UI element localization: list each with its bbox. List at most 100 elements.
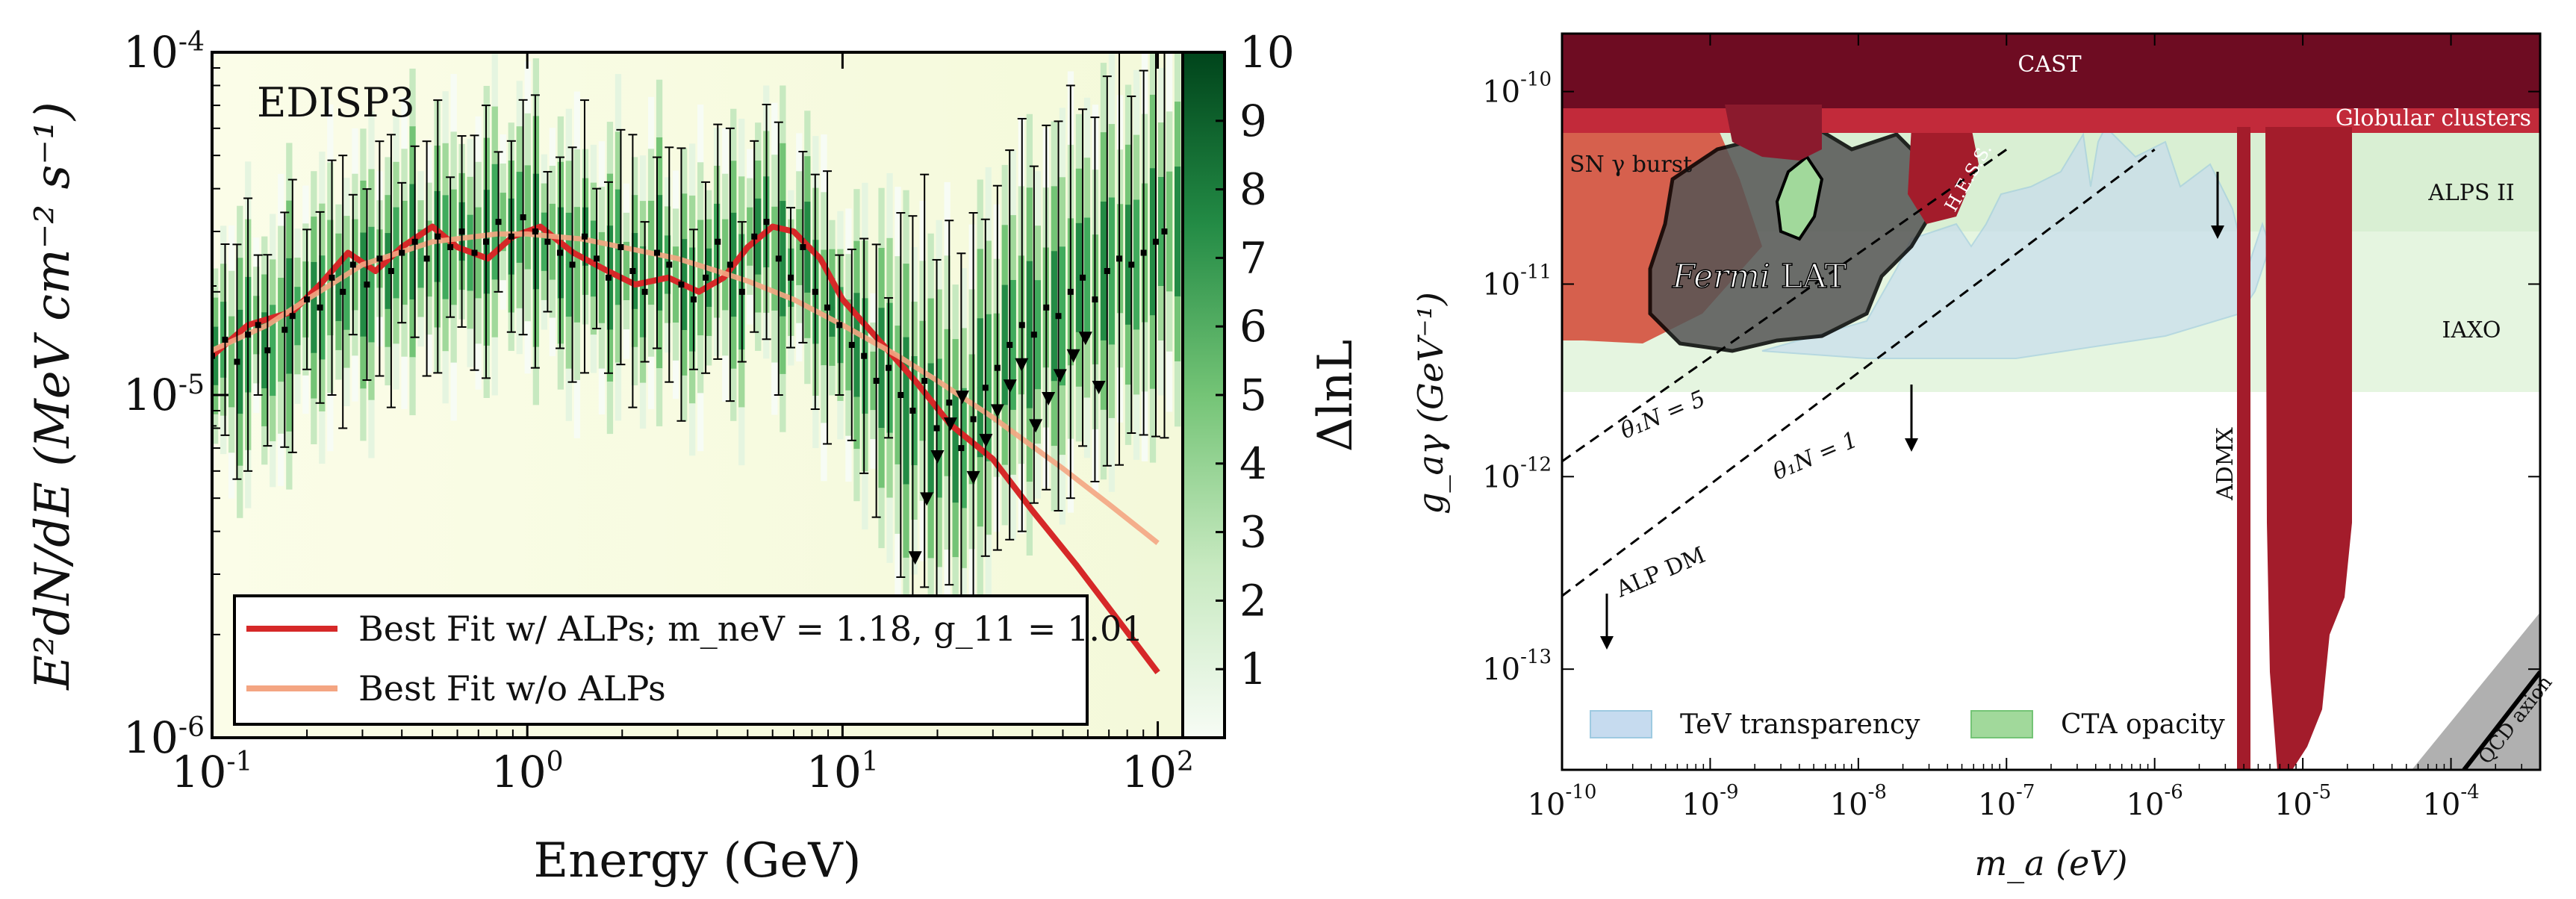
likelihood-band-segment: [270, 259, 276, 305]
likelihood-band-segment: [1141, 391, 1148, 461]
likelihood-band-segment: [1108, 417, 1116, 492]
upper-limit-arrow: [930, 450, 945, 464]
likelihood-band-segment: [706, 248, 712, 279]
likelihood-band-segment: [606, 382, 614, 435]
r-y-tick-label-exp: -10: [1520, 69, 1552, 91]
colorbar-tick-label: 6: [1239, 301, 1267, 352]
likelihood-band-segment: [1149, 388, 1157, 463]
likelihood-band-segment: [1075, 277, 1083, 333]
likelihood-band-segment: [368, 169, 375, 228]
likelihood-band-segment: [714, 128, 721, 167]
likelihood-band-segment: [228, 407, 235, 453]
data-point: [933, 425, 940, 432]
right-panel: CAST Globular clusters SN γ burst H.E.S.…: [1410, 32, 2557, 883]
x-tick-label-exp: 0: [547, 747, 564, 777]
r-y-tick-label-base: 10: [1482, 75, 1520, 110]
likelihood-band-segment: [656, 195, 663, 253]
admx-region-right: [2265, 127, 2352, 770]
data-point: [788, 274, 794, 281]
likelihood-band-segment: [977, 457, 983, 527]
likelihood-band-segment: [821, 134, 827, 193]
likelihood-band-segment: [656, 310, 663, 369]
data-point: [458, 228, 465, 235]
left-legend: Best Fit w/ ALPs; m_neV = 1.18, g_11 = 1…: [233, 594, 1144, 726]
likelihood-band-segment: [780, 316, 786, 375]
likelihood-band-segment: [1157, 68, 1165, 123]
data-point: [1080, 274, 1086, 281]
likelihood-band-segment: [212, 355, 219, 386]
likelihood-band-segment: [615, 362, 622, 421]
data-point: [886, 364, 892, 371]
likelihood-band-segment: [706, 306, 712, 337]
likelihood-band-segment: [870, 351, 877, 382]
likelihood-band-segment: [327, 162, 334, 221]
likelihood-band-segment: [804, 156, 811, 202]
likelihood-band-segment: [1108, 197, 1116, 272]
upper-limit-arrow: [1015, 358, 1029, 372]
likelihood-band-segment: [541, 299, 547, 330]
likelihood-band-segment: [845, 390, 852, 437]
x-tick-label-exp: 2: [1177, 747, 1194, 777]
likelihood-band-segment: [1001, 225, 1008, 286]
likelihood-band-segment: [541, 154, 547, 184]
likelihood-band-segment: [730, 317, 737, 370]
likelihood-band-segment: [968, 354, 975, 420]
likelihood-band-segment: [837, 401, 844, 440]
likelihood-band-segment: [1083, 158, 1091, 218]
likelihood-band-segment: [475, 161, 482, 208]
likelihood-band-segment: [977, 179, 983, 249]
data-point: [264, 347, 271, 354]
likelihood-band-segment: [1034, 444, 1041, 499]
likelihood-band-segment: [237, 465, 243, 518]
likelihood-band-segment: [672, 284, 679, 323]
likelihood-band-segment: [1133, 134, 1140, 200]
likelihood-band-segment: [606, 122, 614, 175]
r-y-tick-label: 10-10: [1482, 69, 1552, 110]
likelihood-band-segment: [426, 220, 432, 259]
likelihood-band-segment: [639, 291, 647, 338]
likelihood-band-segment: [615, 131, 622, 190]
likelihood-band-segment: [886, 302, 893, 369]
likelihood-band-segment: [590, 144, 597, 184]
likelihood-band-segment: [500, 222, 506, 252]
likelihood-band-segment: [401, 200, 408, 253]
likelihood-band-segment: [689, 403, 696, 456]
data-point: [376, 255, 383, 262]
likelihood-band-segment: [960, 268, 967, 329]
data-point: [1140, 249, 1147, 256]
likelihood-band-segment: [895, 464, 901, 535]
likelihood-band-segment: [524, 165, 531, 218]
likelihood-band-segment: [639, 201, 647, 247]
likelihood-band-segment: [565, 264, 572, 317]
r-y-tick-label-exp: -12: [1520, 453, 1552, 476]
likelihood-band-segment: [977, 526, 983, 597]
likelihood-band-segment: [237, 414, 243, 467]
likelihood-band-segment: [936, 497, 942, 567]
likelihood-band-segment: [352, 128, 358, 175]
likelihood-band-segment: [409, 126, 416, 184]
likelihood-band-segment: [1001, 164, 1008, 225]
likelihood-band-segment: [1157, 340, 1165, 396]
likelihood-band-segment: [1001, 344, 1008, 405]
likelihood-band-segment: [697, 393, 704, 452]
likelihood-band-segment: [450, 247, 457, 305]
r-x-tick-label: 10-4: [2422, 781, 2479, 822]
right-legend: TeV transparency CTA opacity: [1590, 709, 2225, 740]
likelihood-band-segment: [631, 308, 638, 348]
likelihood-band-segment: [237, 205, 243, 258]
right-ylabel: g_aγ (GeV⁻¹): [1410, 292, 1451, 514]
likelihood-band-segment: [228, 270, 235, 317]
likelihood-band-segment: [286, 316, 293, 374]
likelihood-band-segment: [853, 344, 860, 397]
likelihood-band-segment: [821, 307, 827, 366]
likelihood-band-segment: [985, 461, 992, 535]
likelihood-band-segment: [927, 558, 934, 623]
left-ylabel: E²dN/dE (MeV cm⁻² s⁻¹): [25, 102, 81, 690]
likelihood-band-segment: [1175, 361, 1181, 427]
data-point: [255, 322, 261, 329]
likelihood-band-segment: [878, 367, 885, 429]
likelihood-band-segment: [393, 116, 399, 163]
likelihood-band-segment: [1124, 144, 1132, 205]
likelihood-band-segment: [212, 385, 219, 415]
likelihood-band-segment: [862, 240, 868, 299]
